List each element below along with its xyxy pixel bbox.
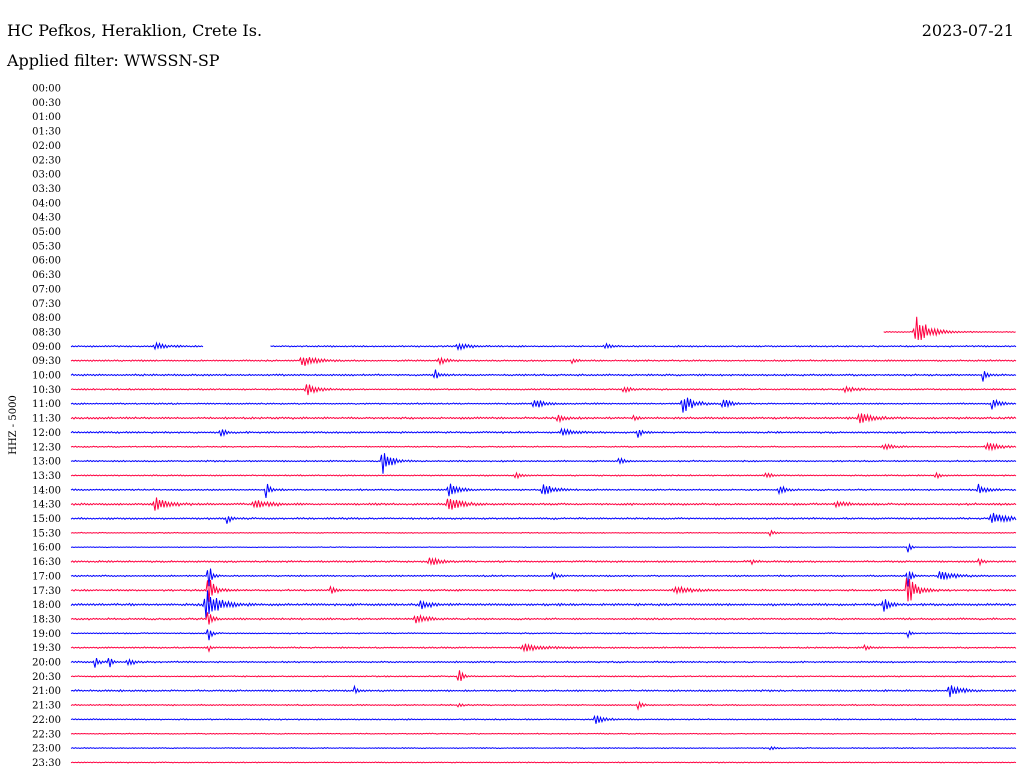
row-label-0000: 00:00 <box>32 84 61 95</box>
trace-0900 <box>70 341 1017 351</box>
row-tick-labels: 00:00 00:30 01:00 01:30 02:00 02:30 03:00 03:30… <box>32 84 61 769</box>
trace-1400 <box>70 483 1017 498</box>
row-label-1330: 13:30 <box>32 471 61 482</box>
trace-1130 <box>70 412 1017 424</box>
row-label-0300: 03:00 <box>32 170 61 181</box>
channel-label: HHZ - 5000 <box>8 395 19 455</box>
trace-1200 <box>70 427 1017 438</box>
row-label-1830: 18:30 <box>32 614 61 625</box>
row-label-1130: 11:30 <box>32 414 61 425</box>
row-label-1030: 10:30 <box>32 385 61 396</box>
row-label-0800: 08:00 <box>32 313 61 324</box>
trace-1000 <box>70 369 1017 382</box>
row-label-1600: 16:00 <box>32 543 61 554</box>
trace-0930 <box>70 356 1017 366</box>
row-label-0430: 04:30 <box>32 213 61 224</box>
row-label-0330: 03:30 <box>32 184 61 195</box>
trace-1900 <box>70 629 1017 641</box>
row-label-1700: 17:00 <box>32 571 61 582</box>
trace-2000 <box>70 657 1017 668</box>
trace-1600 <box>70 542 1017 553</box>
row-label-0730: 07:30 <box>32 299 61 310</box>
row-label-2100: 21:00 <box>32 686 61 697</box>
trace-1630 <box>70 556 1017 567</box>
trace-1830 <box>70 612 1017 625</box>
trace-2300 <box>70 745 1017 751</box>
row-label-0500: 05:00 <box>32 227 61 238</box>
trace-1730 <box>70 578 1017 602</box>
trace-1230 <box>70 441 1017 452</box>
row-label-1930: 19:30 <box>32 643 61 654</box>
trace-1430 <box>70 497 1017 511</box>
row-label-0400: 04:00 <box>32 198 61 209</box>
trace-1530 <box>70 529 1017 538</box>
trace-2330 <box>70 761 1017 764</box>
row-label-0900: 09:00 <box>32 342 61 353</box>
row-label-0100: 01:00 <box>32 112 61 123</box>
row-label-0600: 06:00 <box>32 256 61 267</box>
row-label-1100: 11:00 <box>32 399 61 410</box>
row-label-0630: 06:30 <box>32 270 61 281</box>
row-label-0530: 05:30 <box>32 241 61 252</box>
row-label-2230: 22:30 <box>32 729 61 740</box>
row-label-1400: 14:00 <box>32 485 61 496</box>
row-label-1800: 18:00 <box>32 600 61 611</box>
row-label-1300: 13:00 <box>32 457 61 468</box>
trace-1700 <box>70 568 1017 587</box>
chart-date: 2023-07-21 <box>921 21 1014 40</box>
filter-label: Applied filter: WWSSN-SP <box>7 51 220 70</box>
row-label-1530: 15:30 <box>32 528 61 539</box>
trace-2130 <box>70 700 1017 711</box>
trace-1800 <box>70 590 1017 619</box>
trace-1030 <box>70 384 1017 396</box>
trace-2200 <box>70 714 1017 724</box>
row-label-2330: 23:30 <box>32 758 61 769</box>
trace-1930 <box>70 643 1017 653</box>
row-label-1730: 17:30 <box>32 586 61 597</box>
row-label-2000: 20:00 <box>32 658 61 669</box>
trace-1100 <box>70 397 1017 413</box>
row-label-1500: 15:00 <box>32 514 61 525</box>
trace-1300 <box>70 453 1017 474</box>
row-label-2300: 23:00 <box>32 744 61 755</box>
row-label-1000: 10:00 <box>32 371 61 382</box>
row-label-2200: 22:00 <box>32 715 61 726</box>
station-title: HC Pefkos, Heraklion, Crete Is. <box>7 21 263 40</box>
row-label-1230: 12:30 <box>32 442 61 453</box>
row-label-2030: 20:30 <box>32 672 61 683</box>
seismic-traces <box>70 316 1017 764</box>
trace-0830 <box>883 316 1016 341</box>
row-label-1430: 14:30 <box>32 500 61 511</box>
row-label-0130: 01:30 <box>32 127 61 138</box>
row-label-0230: 02:30 <box>32 155 61 166</box>
trace-2030 <box>70 670 1017 681</box>
row-label-0700: 07:00 <box>32 284 61 295</box>
trace-2100 <box>70 684 1017 698</box>
trace-2230 <box>70 732 1017 735</box>
row-label-0030: 00:30 <box>32 98 61 109</box>
row-label-2130: 21:30 <box>32 701 61 712</box>
row-label-1900: 19:00 <box>32 629 61 640</box>
row-label-1630: 16:30 <box>32 557 61 568</box>
row-label-0930: 09:30 <box>32 356 61 367</box>
row-label-0830: 08:30 <box>32 327 61 338</box>
row-label-1200: 12:00 <box>32 428 61 439</box>
trace-1500 <box>70 512 1017 524</box>
row-label-0200: 02:00 <box>32 141 61 152</box>
trace-1330 <box>70 471 1017 480</box>
